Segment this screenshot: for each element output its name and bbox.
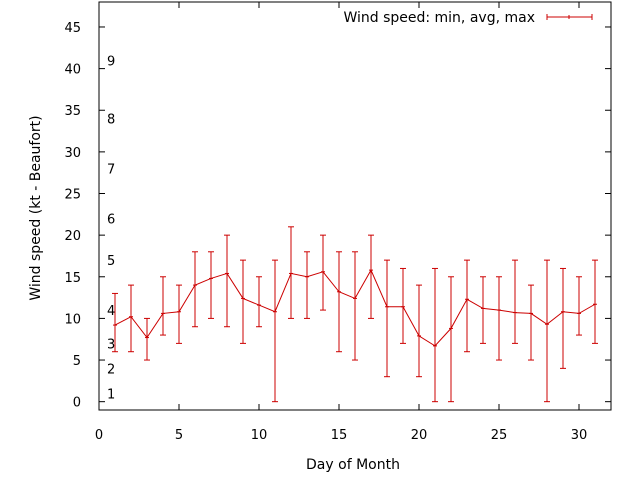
y-tick-label: 30 <box>64 146 81 161</box>
x-tick-label: 0 <box>95 428 103 443</box>
beaufort-label: 3 <box>107 337 115 352</box>
x-tick-label: 10 <box>251 428 268 443</box>
beaufort-label: 7 <box>107 163 115 178</box>
beaufort-label: 8 <box>107 113 115 128</box>
beaufort-label: 2 <box>107 362 115 377</box>
y-tick-label: 15 <box>64 271 81 286</box>
y-tick-label: 0 <box>73 396 81 411</box>
x-tick-label: 20 <box>411 428 428 443</box>
x-tick-label: 15 <box>331 428 348 443</box>
y-tick-label: 5 <box>73 354 81 369</box>
plot-frame <box>98 1 612 411</box>
x-tick-label: 5 <box>175 428 183 443</box>
x-axis-title: Day of Month <box>306 457 400 473</box>
x-tick-label: 30 <box>571 428 588 443</box>
series-line <box>113 268 597 347</box>
beaufort-label: 9 <box>107 54 115 69</box>
y-tick-label: 45 <box>64 21 81 36</box>
x-axis: 0 5 10 15 20 25 30 <box>95 2 587 443</box>
y-tick-label: 35 <box>64 104 81 119</box>
x-tick-label: 25 <box>491 428 508 443</box>
beaufort-scale-labels: 1 2 3 4 5 6 7 8 9 <box>107 54 115 402</box>
y-tick-label: 25 <box>64 188 81 203</box>
y-axis-title: Wind speed (kt - Beaufort) <box>28 115 44 300</box>
beaufort-label: 4 <box>107 304 115 319</box>
error-bars <box>112 226 598 403</box>
beaufort-label: 1 <box>107 387 115 402</box>
legend-label: Wind speed: min, avg, max <box>343 10 535 26</box>
y-tick-label: 20 <box>64 229 81 244</box>
beaufort-label: 5 <box>107 254 115 269</box>
y-tick-label: 10 <box>64 312 81 327</box>
beaufort-label: 6 <box>107 212 115 227</box>
legend: Wind speed: min, avg, max <box>343 10 593 26</box>
y-tick-label: 40 <box>64 63 81 78</box>
